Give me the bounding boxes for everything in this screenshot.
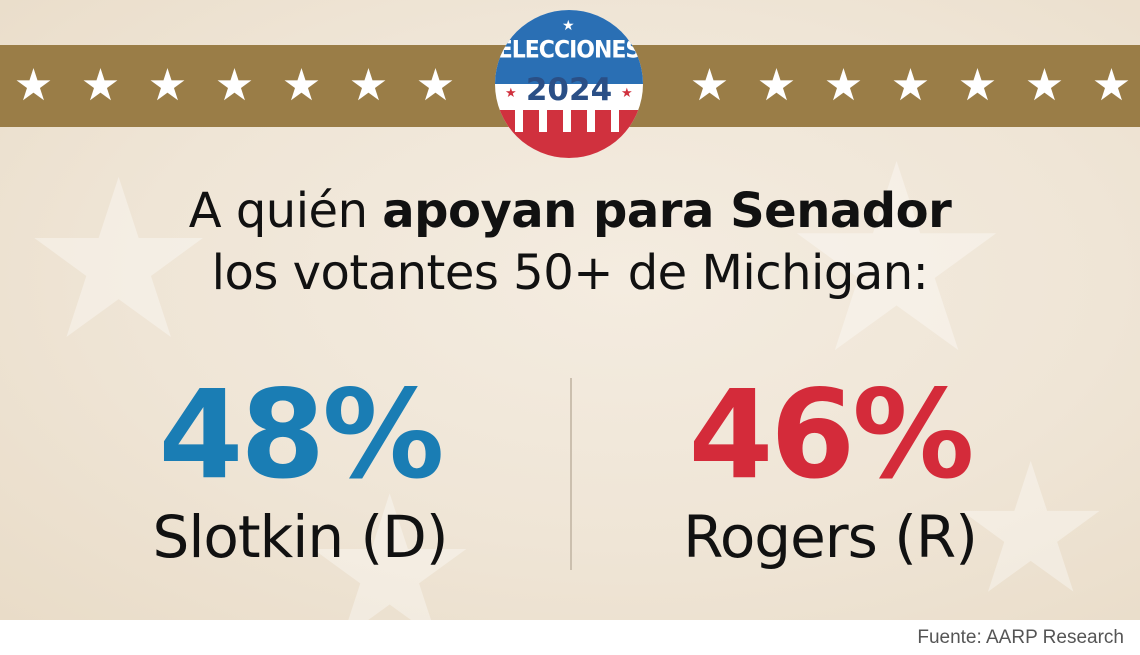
star-icon: ★: [348, 60, 389, 111]
star-icon: ★: [1091, 60, 1132, 111]
result-republican: 46% Rogers (R): [590, 370, 1070, 572]
badge-right-star-icon: ★: [621, 86, 633, 101]
star-icon: ★: [281, 60, 322, 111]
headline-bold: apoyan para Senador: [382, 183, 952, 239]
source-note: Fuente: AARP Research: [917, 627, 1124, 648]
percent-republican: 46%: [688, 364, 974, 506]
badge-red-stripes: [495, 110, 643, 158]
headline-line-2: los votantes 50+ de Michigan:: [211, 245, 929, 301]
background-star-icon: ★: [20, 132, 218, 388]
star-icon: ★: [689, 60, 730, 111]
star-row-left: ★ ★ ★ ★ ★ ★ ★: [0, 58, 469, 114]
background-star-icon: ★: [300, 453, 480, 621]
badge-year: 2024: [525, 72, 613, 108]
badge-left-star-icon: ★: [505, 86, 517, 101]
star-icon: ★: [415, 60, 456, 111]
headline-regular: A quién: [188, 183, 383, 239]
badge-blue-field: [495, 10, 643, 84]
headline: A quién apoyan para Senador los votantes…: [0, 180, 1140, 304]
candidate-democrat: Slotkin (D): [152, 503, 449, 571]
star-row-right: ★ ★ ★ ★ ★ ★ ★: [676, 58, 1140, 114]
divider: [570, 378, 572, 570]
star-icon: ★: [214, 60, 255, 111]
star-icon: ★: [823, 60, 864, 111]
result-democrat: 48% Slotkin (D): [60, 370, 540, 572]
star-icon: ★: [13, 60, 54, 111]
infographic-canvas: ★ ★ ★ ★ ★ ★ ★ ★ ★ ★ ★ ★ ★ ★ ★ ★ ★ ★ ★ ★ …: [0, 0, 1140, 620]
background-star-icon: ★: [780, 109, 1014, 411]
star-icon: ★: [80, 60, 121, 111]
star-icon: ★: [756, 60, 797, 111]
star-icon: ★: [957, 60, 998, 111]
elecciones-badge: ★ ★ ★ ELECCIONES 2024: [495, 10, 643, 158]
badge-word: ELECCIONES: [497, 36, 642, 65]
badge-star-icon: ★: [562, 18, 575, 34]
star-icon: ★: [890, 60, 931, 111]
star-icon: ★: [1024, 60, 1065, 111]
star-icon: ★: [147, 60, 188, 111]
candidate-republican: Rogers (R): [683, 503, 978, 571]
percent-democrat: 48%: [158, 364, 444, 506]
background-star-icon: ★: [950, 425, 1112, 620]
headline-line-1: A quién apoyan para Senador: [0, 180, 1140, 242]
